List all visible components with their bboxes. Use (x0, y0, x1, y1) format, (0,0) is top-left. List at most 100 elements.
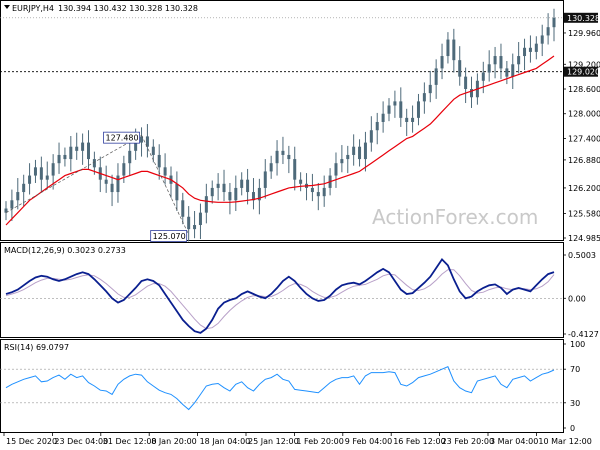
price-tick-label: 126.200 (568, 184, 600, 193)
candle-body (104, 179, 108, 184)
price-panel-frame (0, 0, 564, 241)
candle-body (45, 175, 49, 180)
time-tick-label: 23 Feb 20:00 (442, 437, 494, 446)
candle-body (464, 76, 468, 90)
level-line-label: 129.020 (567, 68, 600, 77)
candle-body (69, 146, 73, 160)
rsi-tick-label: 100 (570, 340, 585, 349)
time-tick-label: 1 Feb 20:00 (296, 437, 343, 446)
candle-body (446, 39, 450, 57)
level-line-box (564, 66, 598, 77)
annotation-label: 125.070 (153, 232, 186, 241)
time-tick-label: 15 Dec 2020 (6, 437, 57, 446)
candle-body (198, 212, 202, 226)
candle-body (269, 163, 273, 172)
candle-body (63, 154, 67, 160)
candle-body (4, 208, 8, 213)
macd-line (5, 257, 555, 334)
macd-signal-line (5, 269, 555, 330)
price-tick-label: 125.580 (568, 209, 600, 218)
candle-body (505, 68, 509, 77)
candle-body (128, 150, 132, 164)
last-price-box (564, 12, 598, 23)
candle-body (151, 146, 155, 155)
time-tick-label: 16 Feb 12:00 (393, 437, 445, 446)
rsi-layer (0, 366, 563, 411)
candle-body (240, 179, 244, 188)
time-tick-label: 9 Feb 04:00 (345, 437, 392, 446)
trend-helper-line (141, 135, 189, 235)
moving-average-line (5, 55, 555, 226)
candle-body (393, 101, 397, 106)
candle-body (86, 142, 90, 160)
time-tick-label: 3 Mar 04:00 (490, 437, 538, 446)
price-tick-label: 124.985 (568, 234, 600, 243)
candle-body (334, 163, 338, 176)
time-tick-label: 18 Jan 04:00 (200, 437, 251, 446)
macd-layer (0, 257, 563, 334)
candle-body (316, 192, 320, 197)
candle-body (22, 183, 26, 193)
rsi-panel-frame (0, 339, 564, 433)
annotation-label: 127.480 (106, 134, 139, 143)
candle-body (405, 117, 409, 122)
candle-body (246, 179, 250, 193)
candle-body (428, 84, 432, 94)
rsi-header: RSI(14) 69.0797 (4, 343, 69, 352)
candle-body (310, 187, 314, 193)
candle-body (187, 216, 191, 230)
candle-body (140, 136, 144, 143)
candle-body (346, 154, 350, 160)
candle-body (481, 72, 485, 81)
time-tick-label: 10 Mar 12:00 (538, 437, 591, 446)
time-tick-label: 8 Jan 20:00 (151, 437, 197, 446)
candle-body (110, 183, 114, 193)
annotation-box (150, 230, 188, 242)
candle-body (39, 167, 43, 180)
rsi-line (5, 366, 555, 411)
candle-body (299, 179, 303, 184)
candle-body (452, 39, 456, 61)
candle-body (263, 171, 267, 188)
candle-body (352, 146, 356, 155)
candle-body (411, 117, 415, 122)
candle-body (257, 187, 261, 201)
price-tick-label: 129.200 (568, 60, 600, 69)
collapse-triangle-icon[interactable] (4, 5, 10, 9)
watermark: ActionForex.com (372, 205, 538, 229)
candle-body (340, 159, 344, 164)
candle-body (122, 163, 126, 176)
candle-body (546, 27, 550, 36)
candle-body (387, 105, 391, 114)
candle-body (399, 101, 403, 118)
candle-body (358, 146, 362, 160)
axis-layer: 129.960 129.200 128.600 128.000 127.400 126.8… (3, 12, 600, 446)
candle-body (157, 154, 161, 168)
macd-tick-label: -0.4127 (568, 330, 599, 339)
candle-body (175, 183, 179, 201)
candle-body (275, 150, 279, 164)
candle-body (493, 56, 497, 65)
candle-body (116, 175, 120, 193)
candle-body (228, 192, 232, 201)
candle-body (33, 167, 37, 176)
candle-body (540, 35, 544, 44)
candle-body (51, 163, 55, 176)
candle-body (381, 113, 385, 122)
time-tick-label: 31 Dec 12:00 (103, 437, 157, 446)
rsi-tick-label: 70 (570, 365, 580, 374)
candle-body (216, 183, 220, 188)
price-tick-label: 128.600 (568, 85, 600, 94)
candle-body (369, 130, 373, 143)
ohlc-header: 130.394 130.432 130.328 130.328 (58, 4, 198, 13)
candle-body (92, 159, 96, 168)
annotation-box (103, 131, 140, 144)
candle-body (204, 196, 208, 213)
price-tick-label: 126.880 (568, 156, 600, 165)
candle-body (16, 192, 20, 201)
candle-body (234, 187, 238, 201)
candle-body (145, 136, 149, 147)
candle-body (523, 47, 527, 57)
candle-body (528, 47, 532, 52)
candle-body (134, 142, 138, 151)
